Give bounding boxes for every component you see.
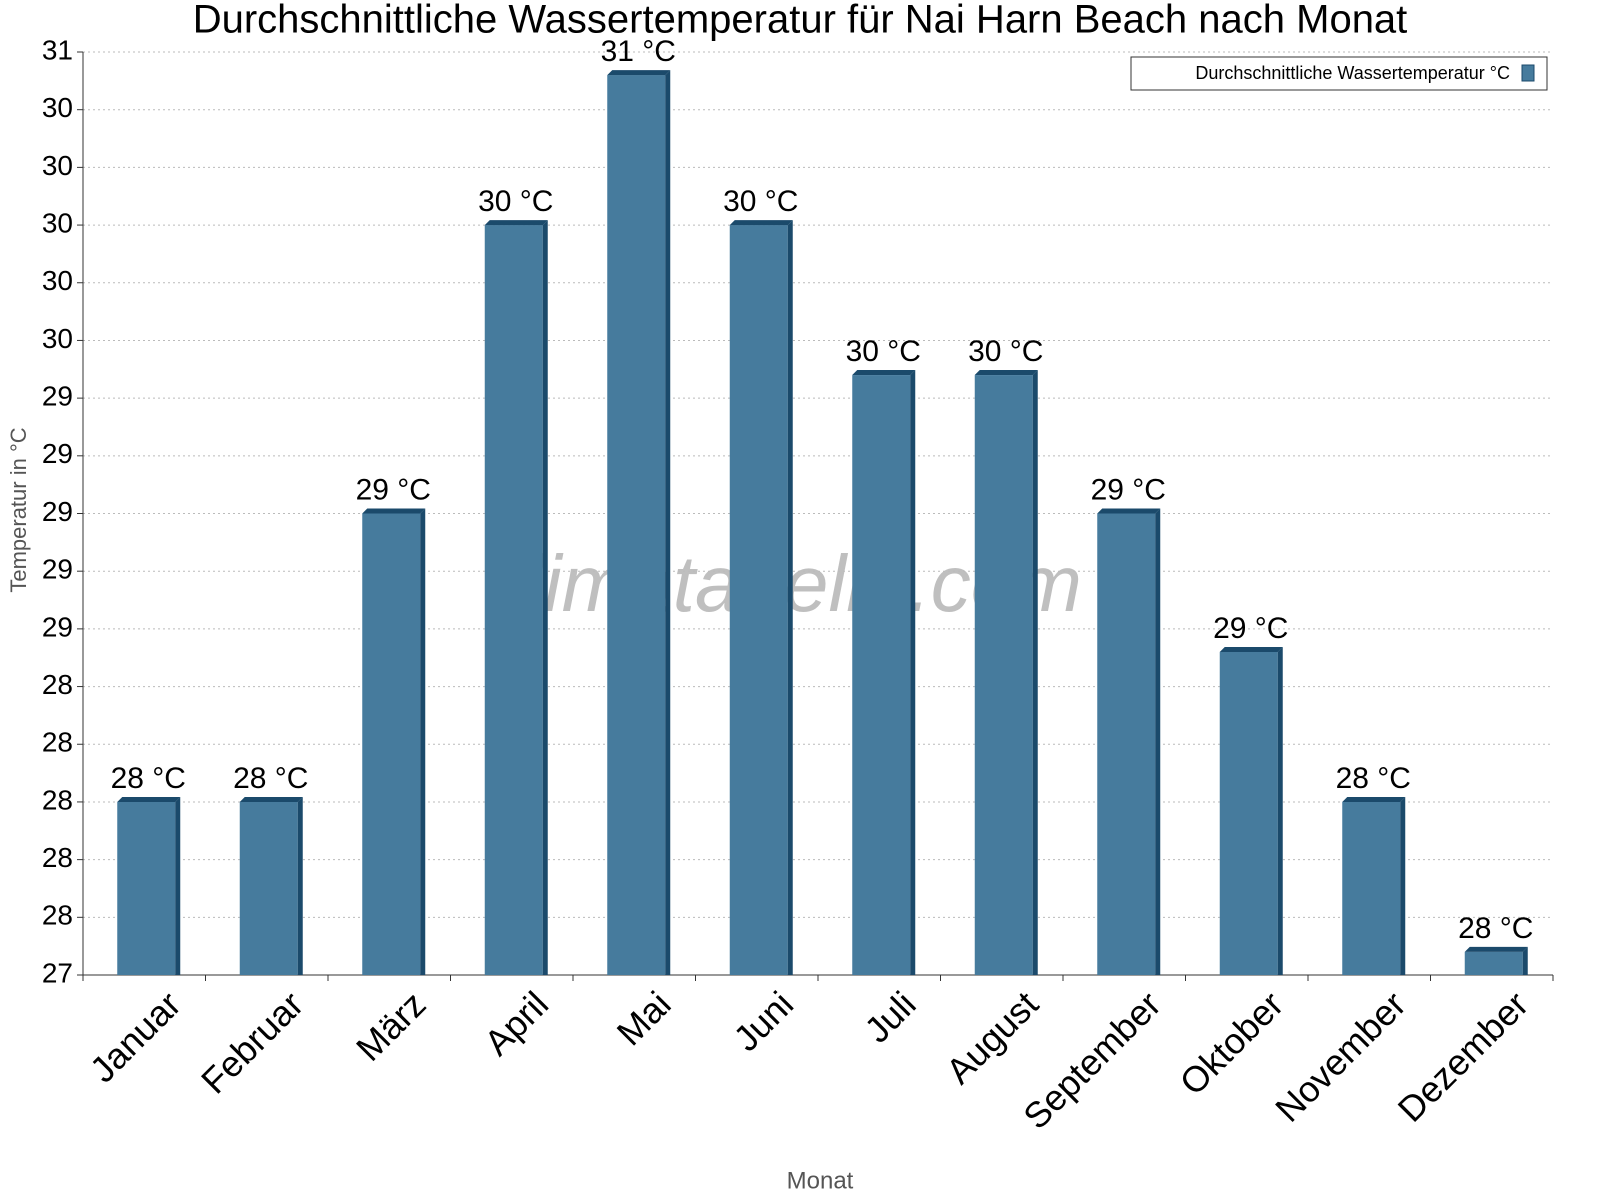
- bar-side: [420, 508, 426, 975]
- bar-side: [175, 796, 181, 975]
- y-tick-label: 28: [42, 900, 73, 931]
- x-tick-label: Juli: [856, 983, 923, 1050]
- bar-side: [1522, 946, 1528, 975]
- bar-top: [729, 220, 793, 226]
- y-tick-label: 29: [42, 554, 73, 585]
- bar: [239, 801, 298, 975]
- y-tick-label: 29: [42, 381, 73, 412]
- bar: [607, 75, 666, 975]
- bar-top: [1464, 946, 1528, 952]
- bar-top: [1342, 796, 1406, 802]
- bar-top: [484, 220, 548, 226]
- y-tick-label: 28: [42, 784, 73, 815]
- value-label: 30 °C: [968, 335, 1043, 368]
- x-tick-label: Dezember: [1390, 983, 1536, 1129]
- x-tick-label: April: [476, 983, 556, 1063]
- y-tick-label: 28: [42, 842, 73, 873]
- legend-label: Durchschnittliche Wassertemperatur °C: [1195, 63, 1510, 83]
- legend-box: [1130, 56, 1548, 91]
- bar-side: [1155, 508, 1161, 975]
- bar-side: [787, 220, 793, 975]
- value-label: 29 °C: [1213, 612, 1288, 645]
- y-tick-label: 30: [42, 265, 73, 296]
- bar: [1097, 513, 1156, 975]
- y-tick-label: 30: [42, 207, 73, 238]
- bar-side: [1032, 370, 1038, 975]
- y-tick-label: 29: [42, 496, 73, 527]
- bar: [1342, 801, 1401, 975]
- bar-side: [665, 70, 671, 975]
- bar-top: [974, 370, 1038, 376]
- bar: [729, 225, 788, 975]
- y-axis-title: Temperatur in °C: [6, 427, 31, 592]
- x-axis-title: Monat: [787, 1167, 854, 1194]
- bar-side: [1400, 796, 1406, 975]
- x-tick-label: Juni: [725, 983, 801, 1059]
- y-tick-label: 29: [42, 611, 73, 642]
- bar-side: [910, 370, 916, 975]
- x-tick-label: Mai: [609, 983, 679, 1053]
- x-tick-label: November: [1267, 983, 1413, 1129]
- bar: [117, 801, 176, 975]
- bar-top: [362, 508, 426, 514]
- value-label: 30 °C: [723, 185, 798, 218]
- bar-side: [542, 220, 548, 975]
- bar-top: [852, 370, 916, 376]
- value-label: 29 °C: [1091, 473, 1166, 506]
- x-tick-label: Februar: [193, 983, 311, 1101]
- bar-top: [607, 70, 671, 76]
- bar-side: [1277, 646, 1283, 975]
- bar: [1219, 651, 1278, 975]
- y-tick-label: 29: [42, 438, 73, 469]
- value-label: 31 °C: [601, 35, 676, 68]
- bar: [362, 513, 421, 975]
- value-label: 28 °C: [233, 762, 308, 795]
- y-tick-label: 28: [42, 727, 73, 758]
- value-label: 28 °C: [1336, 762, 1411, 795]
- value-label: 29 °C: [356, 473, 431, 506]
- bar: [852, 375, 911, 975]
- chart-title: Durchschnittliche Wassertemperatur für N…: [193, 0, 1408, 42]
- x-tick-label: August: [938, 983, 1046, 1091]
- y-tick-label: 31: [42, 34, 73, 65]
- y-tick-label: 28: [42, 669, 73, 700]
- y-tick-label: 30: [42, 92, 73, 123]
- value-label: 28 °C: [111, 762, 186, 795]
- x-tick-label: Januar: [82, 983, 189, 1090]
- bar: [484, 225, 543, 975]
- y-tick-label: 30: [42, 150, 73, 181]
- bar-top: [1097, 508, 1161, 514]
- y-tick-label: 27: [42, 957, 73, 988]
- value-label: 30 °C: [478, 185, 553, 218]
- bar-side: [297, 796, 303, 975]
- value-label: 30 °C: [846, 335, 921, 368]
- bar: [974, 375, 1033, 975]
- bar-top: [117, 796, 181, 802]
- y-tick-label: 30: [42, 323, 73, 354]
- legend-swatch: [1521, 64, 1535, 82]
- bar: [1464, 951, 1523, 975]
- x-tick-label: März: [348, 983, 434, 1069]
- bar-top: [1219, 646, 1283, 652]
- value-label: 28 °C: [1458, 912, 1533, 945]
- x-tick-label: Oktober: [1172, 983, 1292, 1103]
- bar-top: [239, 796, 303, 802]
